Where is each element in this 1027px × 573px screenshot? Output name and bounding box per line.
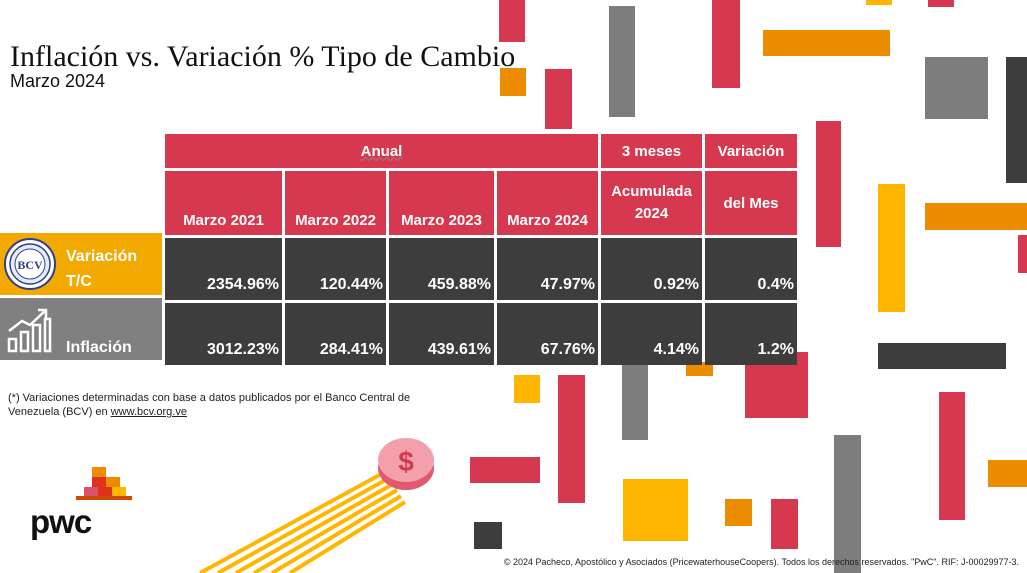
bcv-link[interactable]: www.bcv.org.ve bbox=[110, 406, 187, 418]
deco-bar bbox=[1006, 57, 1027, 183]
deco-bar bbox=[878, 343, 1006, 369]
footnote: (*) Variaciones determinadas con base a … bbox=[8, 391, 448, 419]
row-label-line1: Variación bbox=[66, 248, 138, 265]
deco-bar bbox=[771, 499, 798, 549]
page-title: Inflación vs. Variación % Tipo de Cambio bbox=[10, 40, 516, 73]
table-row: 3012.23% 284.41% 439.61% 67.76% 4.14% 1.… bbox=[165, 303, 797, 365]
deco-bar bbox=[725, 499, 752, 526]
deco-bar bbox=[474, 522, 502, 549]
bcv-seal-icon: BCV bbox=[4, 238, 56, 290]
deco-bar bbox=[988, 460, 1027, 487]
table-cell: 459.88% bbox=[389, 238, 494, 300]
data-table: Anual 3 meses Variación Marzo 2021 Marzo… bbox=[162, 131, 800, 368]
deco-bar bbox=[712, 0, 740, 88]
group-header-3-meses: 3 meses bbox=[601, 134, 702, 168]
deco-bar bbox=[834, 435, 861, 573]
copyright-text: © 2024 Pacheco, Apostólico y Asociados (… bbox=[503, 557, 1019, 567]
deco-bar bbox=[622, 362, 648, 440]
column-header: Marzo 2021 bbox=[165, 171, 282, 235]
deco-bar bbox=[499, 0, 525, 42]
deco-bar bbox=[763, 30, 890, 56]
deco-bar bbox=[623, 479, 688, 541]
table-cell: 0.4% bbox=[705, 238, 797, 300]
group-header-anual: Anual bbox=[165, 134, 598, 168]
column-header: Acumulada 2024 bbox=[601, 171, 702, 235]
row-label-line1: Inflación bbox=[66, 339, 132, 356]
deco-bar bbox=[925, 57, 988, 119]
coin-symbol: $ bbox=[398, 446, 414, 477]
table-cell: 120.44% bbox=[285, 238, 386, 300]
group-header-variacion: Variación bbox=[705, 134, 797, 168]
deco-bar bbox=[878, 184, 905, 312]
row-label-inflacion: Inflación bbox=[0, 298, 162, 360]
deco-bar bbox=[609, 6, 635, 117]
table-cell: 2354.96% bbox=[165, 238, 282, 300]
deco-bar bbox=[925, 203, 1027, 230]
table-cell: 439.61% bbox=[389, 303, 494, 365]
deco-bar bbox=[928, 0, 954, 7]
deco-bar bbox=[1018, 235, 1027, 273]
deco-bar bbox=[939, 392, 965, 520]
column-header: Marzo 2022 bbox=[285, 171, 386, 235]
deco-bar bbox=[558, 375, 585, 503]
deco-bar bbox=[545, 69, 572, 129]
pwc-logo: pwc bbox=[30, 503, 92, 540]
deco-bar bbox=[470, 457, 540, 483]
table-cell: 47.97% bbox=[497, 238, 598, 300]
deco-bar bbox=[500, 68, 526, 96]
table-cell: 67.76% bbox=[497, 303, 598, 365]
column-header: Marzo 2023 bbox=[389, 171, 494, 235]
table-row: 2354.96% 120.44% 459.88% 47.97% 0.92% 0.… bbox=[165, 238, 797, 300]
table-cell: 3012.23% bbox=[165, 303, 282, 365]
deco-bar bbox=[686, 362, 713, 376]
pwc-logo-mark bbox=[76, 467, 132, 500]
row-label-line2: T/C bbox=[66, 273, 92, 290]
row-label-variacion-tc: BCV Variación T/C bbox=[0, 233, 162, 295]
coin-trail-illustration: $ bbox=[199, 438, 434, 573]
deco-bar bbox=[816, 121, 841, 247]
column-header: Marzo 2024 bbox=[497, 171, 598, 235]
table-cell: 1.2% bbox=[705, 303, 797, 365]
table-cell: 0.92% bbox=[601, 238, 702, 300]
page-subtitle: Marzo 2024 bbox=[10, 71, 106, 91]
deco-bar bbox=[866, 0, 892, 5]
column-header: del Mes bbox=[705, 171, 797, 235]
svg-text:BCV: BCV bbox=[17, 258, 43, 272]
table-cell: 4.14% bbox=[601, 303, 702, 365]
deco-bar bbox=[514, 375, 540, 403]
growth-chart-icon bbox=[7, 308, 52, 353]
footnote-text: (*) Variaciones determinadas con base a … bbox=[8, 392, 411, 418]
table-cell: 284.41% bbox=[285, 303, 386, 365]
